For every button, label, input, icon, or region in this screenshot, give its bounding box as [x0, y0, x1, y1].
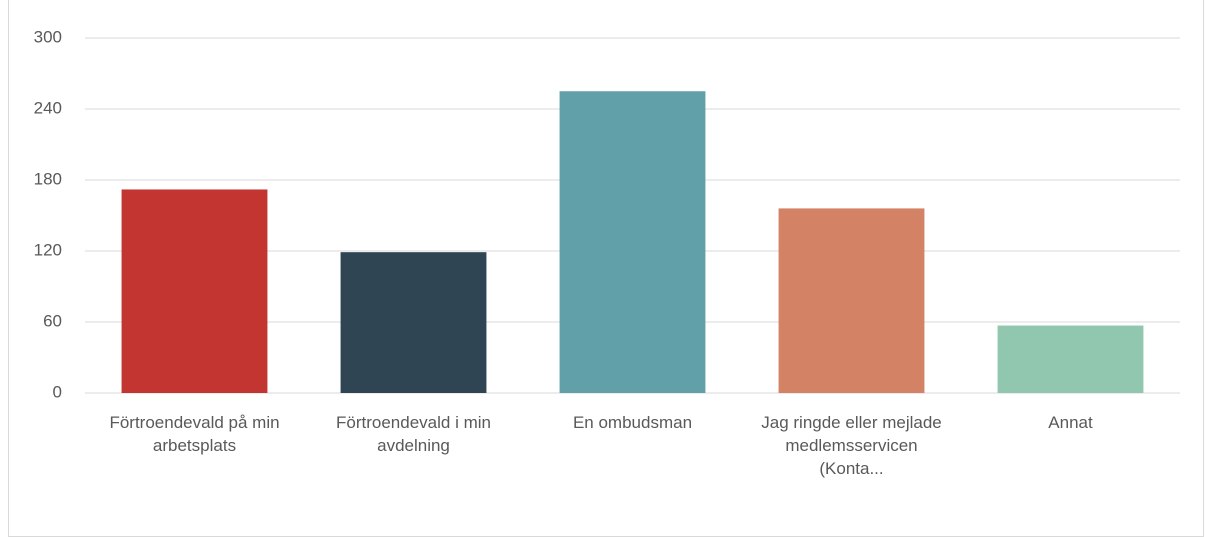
x-tick-label: En ombudsman: [572, 413, 693, 432]
y-tick-label: 240: [34, 98, 62, 117]
bar: [559, 91, 706, 393]
y-tick-label: 0: [53, 382, 62, 401]
bar: [997, 325, 1144, 393]
x-tick-label: Jag ringde eller mejlade medlemsservicen…: [761, 413, 942, 478]
y-tick-label: 120: [34, 240, 62, 259]
x-tick-label: Förtroendevald på min arbetsplats: [109, 413, 280, 455]
x-tick-label: Förtroendevald i min avdelning: [336, 413, 491, 455]
bar: [778, 208, 925, 393]
y-tick-label: 60: [43, 311, 62, 330]
bar: [340, 252, 487, 393]
bar: [121, 189, 268, 393]
y-tick-label: 300: [34, 27, 62, 46]
x-tick-label: Annat: [1048, 413, 1093, 432]
y-tick-label: 180: [34, 169, 62, 188]
